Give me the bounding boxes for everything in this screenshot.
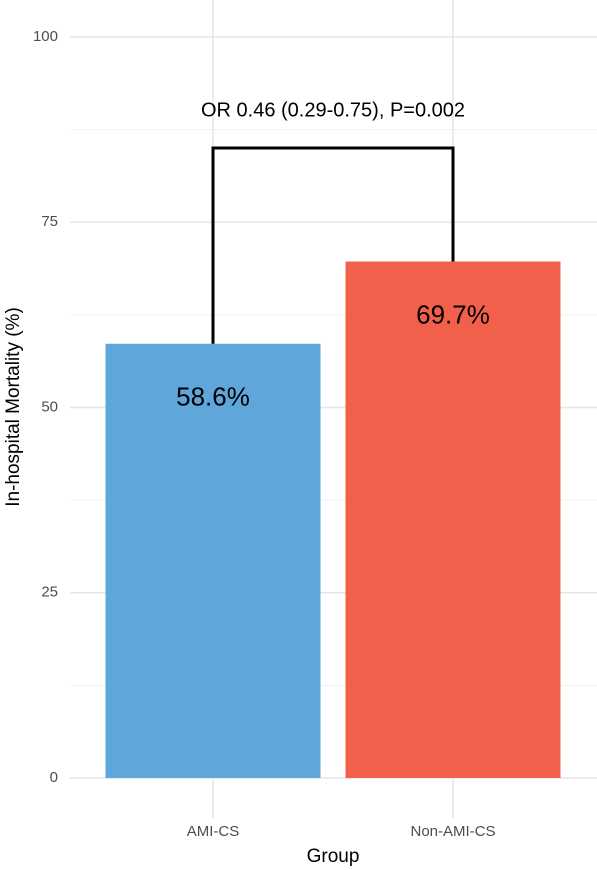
x-tick-label: AMI-CS: [187, 823, 240, 840]
bar: [345, 261, 561, 778]
bar: [105, 343, 321, 778]
x-tick-label: Non-AMI-CS: [410, 823, 495, 840]
y-tick-label: 75: [41, 213, 58, 230]
value-label: 58.6%: [176, 382, 250, 412]
y-tick-label: 50: [41, 398, 58, 415]
value-label: 69.7%: [416, 299, 490, 329]
y-tick-label: 25: [41, 584, 58, 601]
significance-bracket: [211, 146, 455, 344]
annotation: OR 0.46 (0.29-0.75), P=0.002: [201, 99, 465, 121]
x-axis-title: Group: [307, 846, 360, 867]
y-axis-title: In-hospital Mortality (%): [3, 307, 24, 507]
y-tick-label: 0: [50, 769, 58, 786]
y-tick-label: 100: [33, 28, 58, 45]
